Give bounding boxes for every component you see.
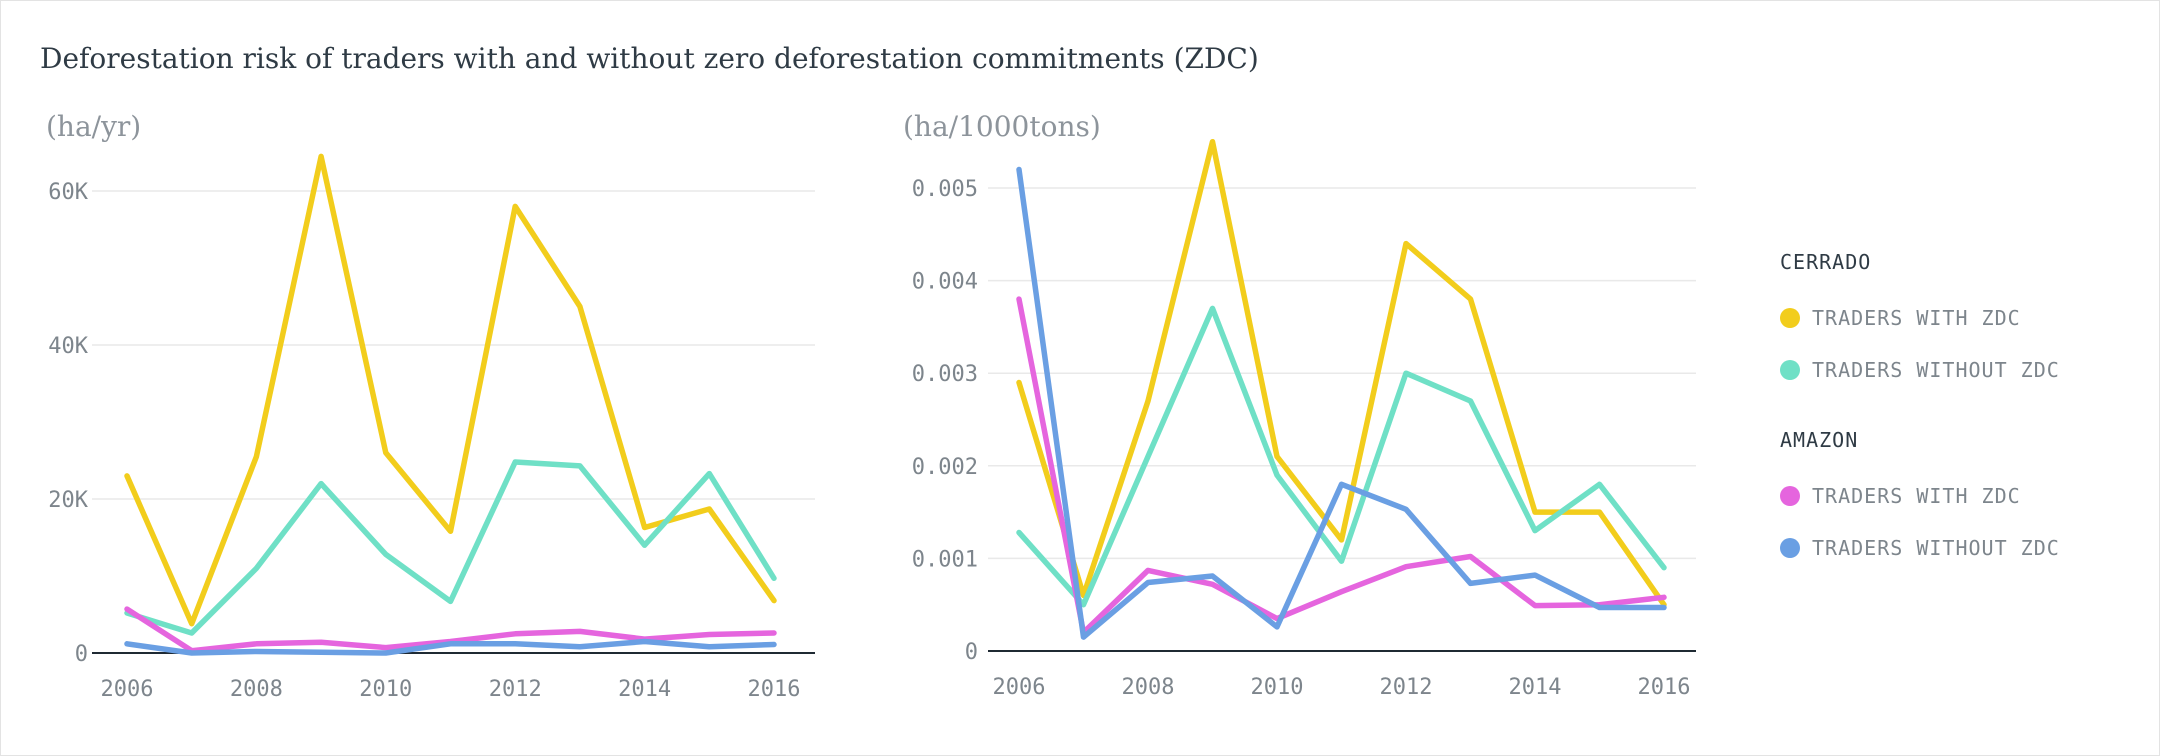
legend-item-cerrado-with-zdc[interactable]: TRADERS WITH ZDC [1780, 292, 2060, 344]
y-tick-label: 0 [965, 640, 978, 665]
y-tick-label: 0 [75, 642, 88, 667]
x-tick-label: 2012 [1380, 675, 1433, 700]
y-tick-label: 60K [48, 180, 88, 205]
x-tick-label: 2014 [618, 677, 671, 702]
legend-dot-icon [1780, 308, 1800, 328]
y-tick-label: 0.005 [912, 177, 978, 202]
x-tick-label: 2006 [993, 675, 1046, 700]
x-tick-label: 2008 [230, 677, 283, 702]
legend-group-title: CERRADO [1780, 250, 2060, 274]
legend-group-amazon: AMAZON TRADERS WITH ZDC TRADERS WITHOUT … [1780, 428, 2060, 574]
chart-right-hectares-per-1000tons: (ha/1000tons) 0 0.001 0.002 0.003 0.004 0.005 2… [860, 0, 1720, 756]
series-line-cerrado-traders-with-zdc[interactable] [127, 156, 774, 623]
x-tick-label: 2016 [1638, 675, 1691, 700]
x-tick-label: 2008 [1122, 675, 1175, 700]
x-tick-label: 2010 [359, 677, 412, 702]
y-tick-label: 20K [48, 488, 88, 513]
y-tick-label: 0.002 [912, 455, 978, 480]
x-tick-label: 2010 [1251, 675, 1304, 700]
legend-dot-icon [1780, 360, 1800, 380]
legend-group-cerrado: CERRADO TRADERS WITH ZDC TRADERS WITHOUT… [1780, 250, 2060, 396]
x-tick-label: 2012 [489, 677, 542, 702]
unit-label: (ha/yr) [46, 110, 141, 143]
legend: CERRADO TRADERS WITH ZDC TRADERS WITHOUT… [1780, 250, 2060, 606]
legend-label: TRADERS WITH ZDC [1812, 484, 2021, 508]
y-tick-label: 40K [48, 334, 88, 359]
x-tick-label: 2014 [1509, 675, 1562, 700]
chart-left-hectares-per-year: (ha/yr) 0 20K 40K 60K 2006 2008 2010 2012 2014 201… [0, 0, 860, 756]
series-line-amazon-traders-without-zdc[interactable] [1019, 170, 1664, 638]
legend-dot-icon [1780, 538, 1800, 558]
legend-label: TRADERS WITHOUT ZDC [1812, 358, 2060, 382]
legend-group-title: AMAZON [1780, 428, 2060, 452]
series-line-cerrado-traders-without-zdc[interactable] [1019, 308, 1664, 604]
legend-label: TRADERS WITH ZDC [1812, 306, 2021, 330]
legend-item-cerrado-without-zdc[interactable]: TRADERS WITHOUT ZDC [1780, 344, 2060, 396]
legend-label: TRADERS WITHOUT ZDC [1812, 536, 2060, 560]
legend-item-amazon-with-zdc[interactable]: TRADERS WITH ZDC [1780, 470, 2060, 522]
y-tick-label: 0.003 [912, 362, 978, 387]
unit-label: (ha/1000tons) [903, 110, 1101, 143]
legend-item-amazon-without-zdc[interactable]: TRADERS WITHOUT ZDC [1780, 522, 2060, 574]
y-tick-label: 0.004 [912, 270, 978, 295]
legend-dot-icon [1780, 486, 1800, 506]
x-tick-label: 2016 [748, 677, 801, 702]
y-tick-label: 0.001 [912, 547, 978, 572]
x-tick-label: 2006 [101, 677, 154, 702]
